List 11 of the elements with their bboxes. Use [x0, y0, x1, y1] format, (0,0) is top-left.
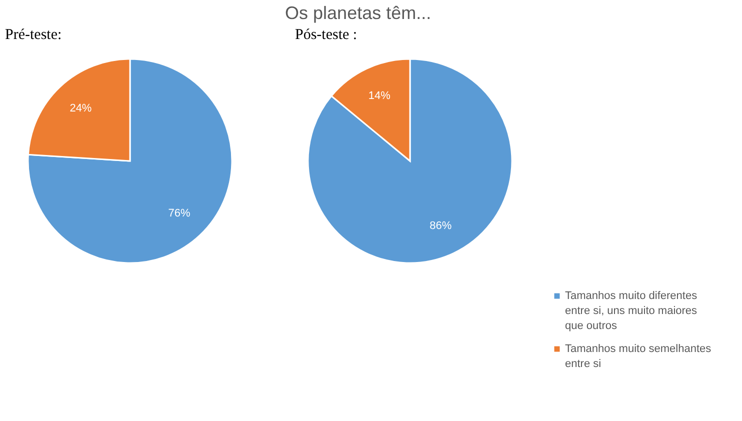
chart-title: Os planetas têm...	[285, 3, 432, 23]
chart-subtitle: Pré-teste:	[5, 27, 62, 43]
pie-slice	[307, 58, 513, 264]
data-label: 24%	[70, 102, 92, 115]
data-label: 86%	[430, 220, 452, 232]
chart-subtitle: Pós-teste :	[295, 27, 358, 43]
legend-label: Tamanhos muito semelhantes entre si	[565, 343, 712, 370]
data-label: 76%	[168, 207, 191, 220]
legend-label: Tamanhos muito diferentes entre si, uns muito maiores que outros	[565, 290, 698, 332]
data-label: 14%	[368, 90, 391, 102]
pie-slice	[27, 58, 233, 264]
